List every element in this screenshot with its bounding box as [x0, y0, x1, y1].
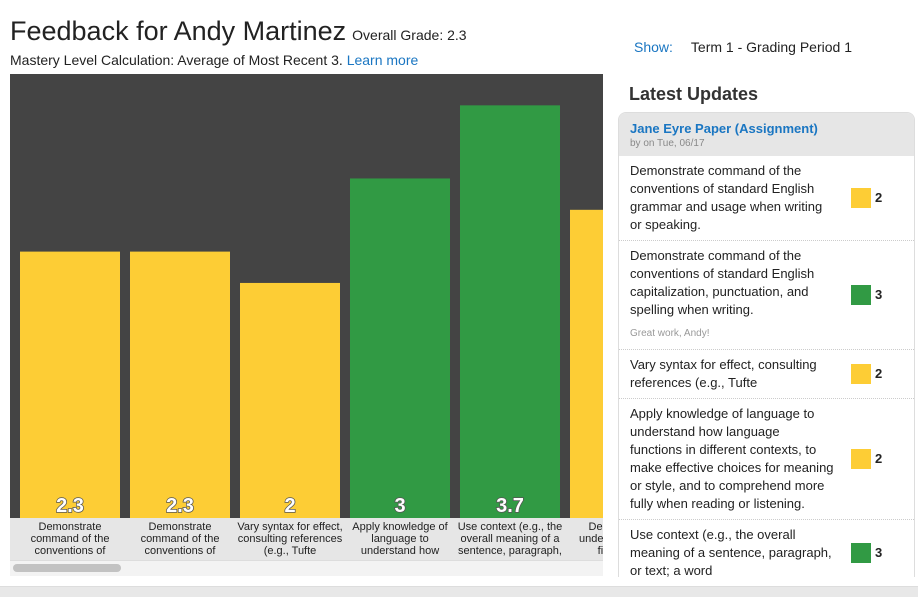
- assignment-byline: by on Tue, 06/17: [630, 138, 705, 149]
- horizontal-scrollbar[interactable]: [10, 560, 603, 576]
- bar-value-label: 3.7: [496, 495, 524, 517]
- mastery-swatch: [851, 188, 871, 208]
- standard-text: Demonstrate command of the conventions o…: [630, 248, 815, 317]
- standard-row: Vary syntax for effect, consulting refer…: [619, 350, 914, 399]
- mastery-score: 3: [875, 287, 883, 302]
- x-tick-label: Demonstrate command of the conventions o…: [140, 521, 220, 557]
- x-tick-label: Demonstrate command of the conventions o…: [30, 521, 110, 557]
- assignment-link[interactable]: Jane Eyre Paper (Assignment): [630, 121, 818, 136]
- title-text: Feedback for Andy Martinez: [10, 16, 347, 46]
- standard-row: Demonstrate command of the conventions o…: [619, 241, 914, 350]
- standard-row: Apply knowledge of language to understan…: [619, 399, 914, 520]
- overall-grade: Overall Grade: 2.3: [352, 27, 467, 43]
- chart-plot: 2.3 2.3 2 3 3.7: [10, 74, 603, 518]
- grading-period-select[interactable]: Term 1 - Grading Period 1: [690, 39, 852, 55]
- mastery-swatch: [851, 364, 871, 384]
- bar-value-label: 2: [284, 495, 295, 517]
- page-title: Feedback for Andy Martinez Overall Grade:…: [10, 16, 467, 47]
- bar-value-label: 2.3: [56, 495, 84, 517]
- bar[interactable]: [350, 178, 450, 518]
- learn-more-link[interactable]: Learn more: [346, 52, 419, 68]
- standard-text: Apply knowledge of language to understan…: [630, 406, 834, 511]
- mastery-calculation: Mastery Level Calculation: Average of Mo…: [10, 52, 418, 68]
- standard-row: Demonstrate command of the conventions o…: [619, 156, 914, 241]
- mastery-score: 3: [875, 545, 883, 560]
- x-tick-label: Demonstrate understanding of figurative: [579, 521, 603, 557]
- assignment-header: Jane Eyre Paper (Assignment) by on Tue, …: [619, 113, 914, 156]
- standard-row: Use context (e.g., the overall meaning o…: [619, 520, 914, 577]
- x-axis-labels: Demonstrate command of the conventions o…: [10, 518, 603, 560]
- bar[interactable]: [570, 209, 603, 518]
- latest-updates-panel[interactable]: Jane Eyre Paper (Assignment) by on Tue, …: [618, 112, 915, 577]
- bar[interactable]: [460, 105, 560, 518]
- mastery-swatch: [851, 285, 871, 305]
- x-tick-label: Apply knowledge of language to understan…: [352, 521, 448, 557]
- footer-bar: [0, 586, 918, 597]
- standard-text: Demonstrate command of the conventions o…: [630, 163, 823, 232]
- bar[interactable]: [130, 251, 230, 518]
- mastery-swatch: [851, 449, 871, 469]
- teacher-comment: Great work, Andy!: [630, 328, 710, 339]
- mastery-score: 2: [875, 190, 883, 205]
- x-tick-label: Use context (e.g., the overall meaning o…: [457, 521, 563, 557]
- bar[interactable]: [20, 251, 120, 518]
- mastery-swatch: [851, 543, 871, 563]
- grading-period-filter[interactable]: Show: Term 1 - Grading Period 1: [634, 39, 852, 55]
- bar-value-label: 3: [394, 495, 405, 517]
- show-label: Show:: [634, 39, 673, 55]
- standard-text: Vary syntax for effect, consulting refer…: [630, 357, 817, 390]
- latest-updates-heading: Latest Updates: [629, 84, 759, 104]
- mastery-score: 2: [875, 366, 883, 381]
- mastery-score: 2: [875, 451, 883, 466]
- bar-value-label: 2.3: [166, 495, 194, 517]
- bar[interactable]: [240, 282, 340, 518]
- standard-text: Use context (e.g., the overall meaning o…: [630, 527, 832, 577]
- x-tick-label: Vary syntax for effect, consulting refer…: [237, 521, 343, 557]
- scrollbar-thumb[interactable]: [13, 564, 121, 572]
- mastery-bar-chart: 2.3 2.3 2 3 3.7 Demonstrate command of the c…: [10, 74, 603, 576]
- calc-text: Mastery Level Calculation: Average of Mo…: [10, 52, 343, 68]
